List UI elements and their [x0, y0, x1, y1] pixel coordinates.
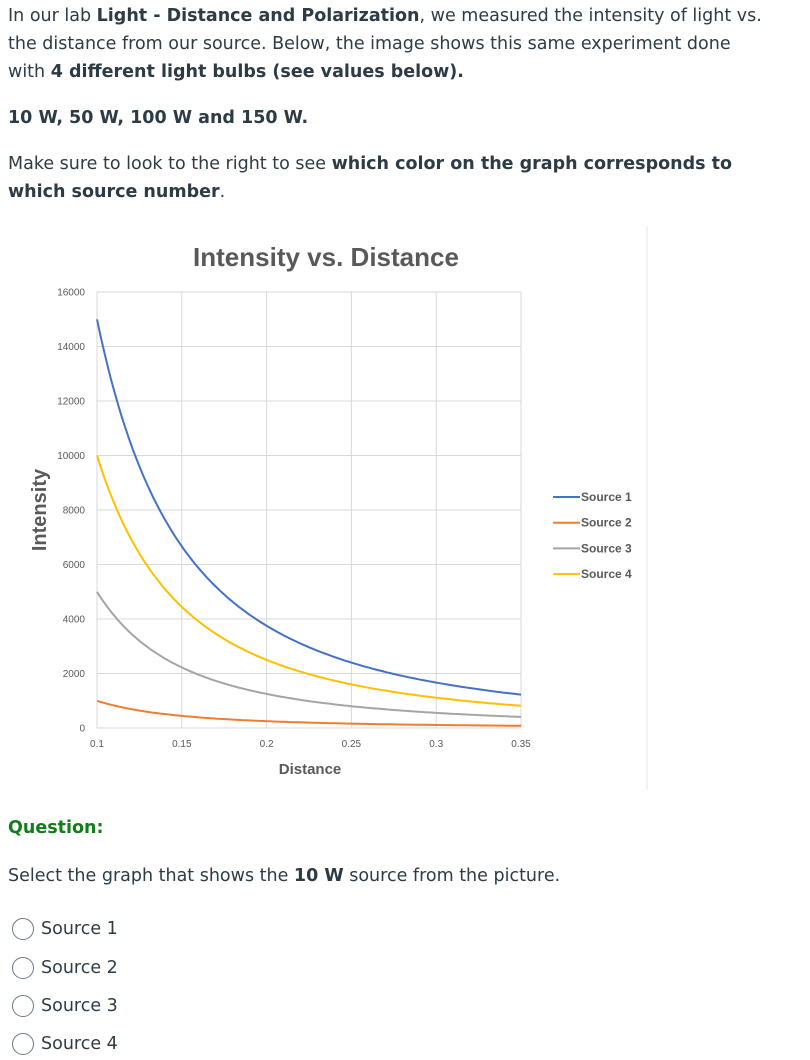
- intro-text-2: , we measured the intensity of light vs.…: [8, 6, 762, 82]
- series-line-1: [96, 319, 522, 696]
- radio-button[interactable]: [12, 957, 34, 979]
- y-tick-label: 12000: [57, 397, 85, 408]
- radio-button[interactable]: [12, 918, 34, 940]
- y-tick-label: 4000: [63, 615, 86, 626]
- question-emphasis: 10 W: [293, 866, 344, 886]
- intro-paragraph: In our lab Light - Distance and Polariza…: [8, 2, 768, 86]
- legend-label-4: Source 4: [581, 567, 632, 581]
- wattage-list: 10 W, 50 W, 100 W and 150 W.: [8, 108, 309, 128]
- question-text-c: source from the picture.: [343, 866, 561, 886]
- x-tick-label: 0.35: [511, 739, 531, 750]
- x-tick-label: 0.1: [90, 739, 104, 750]
- answer-option-source-4[interactable]: Source 4: [12, 1031, 118, 1057]
- x-tick-label: 0.2: [260, 739, 274, 750]
- radio-button[interactable]: [12, 995, 34, 1017]
- intro-text: In our lab: [8, 6, 97, 26]
- y-tick-label: 16000: [57, 288, 85, 299]
- legend-label-3: Source 3: [581, 541, 632, 555]
- instruction-emphasis: which color on the graph corresponds to …: [8, 154, 733, 202]
- answer-option-source-3[interactable]: Source 3: [12, 993, 118, 1019]
- y-tick-label: 8000: [63, 506, 86, 517]
- series-line-2: [96, 699, 522, 727]
- x-tick-label: 0.25: [342, 739, 362, 750]
- option-label: Source 3: [41, 996, 118, 1016]
- y-tick-label: 6000: [63, 560, 86, 571]
- series-line-4: [96, 455, 522, 707]
- y-tick-label: 14000: [57, 342, 85, 353]
- question-text-a: Select the graph that shows the: [8, 866, 294, 886]
- answer-option-source-1[interactable]: Source 1: [12, 916, 118, 942]
- instruction-text: Make sure to look to the right to see: [8, 154, 332, 174]
- option-label: Source 2: [41, 958, 118, 978]
- answer-option-source-2[interactable]: Source 2: [12, 955, 118, 981]
- radio-button[interactable]: [12, 1033, 34, 1055]
- x-axis-label: Distance: [279, 761, 342, 778]
- y-tick-label: 0: [79, 724, 85, 735]
- legend-instruction: Make sure to look to the right to see wh…: [8, 150, 768, 206]
- y-axis-label: Intensity: [29, 468, 51, 551]
- chart-container: Intensity vs. Distance 0 2000 4000 6000 8000 1…: [0, 224, 810, 794]
- option-label: Source 4: [41, 1034, 118, 1054]
- lab-name: Light - Distance and Polarization: [96, 6, 420, 26]
- option-label: Source 1: [41, 919, 118, 939]
- instruction-period: .: [219, 182, 226, 202]
- intensity-distance-chart: Intensity vs. Distance 0 2000 4000 6000 8000 1…: [29, 226, 648, 790]
- x-tick-label: 0.3: [429, 739, 443, 750]
- legend-label-1: Source 1: [581, 490, 632, 504]
- y-tick-label: 10000: [57, 451, 85, 462]
- legend-label-2: Source 2: [581, 516, 632, 530]
- chart-title: Intensity vs. Distance: [193, 242, 459, 272]
- question-label: Question:: [8, 818, 104, 838]
- question-text: Select the graph that shows the 10 W sou…: [8, 866, 560, 886]
- bulb-count: 4 different light bulbs (see values belo…: [50, 62, 464, 82]
- x-tick-label: 0.15: [172, 739, 192, 750]
- series-line-3: [96, 591, 522, 718]
- y-tick-label: 2000: [63, 669, 86, 680]
